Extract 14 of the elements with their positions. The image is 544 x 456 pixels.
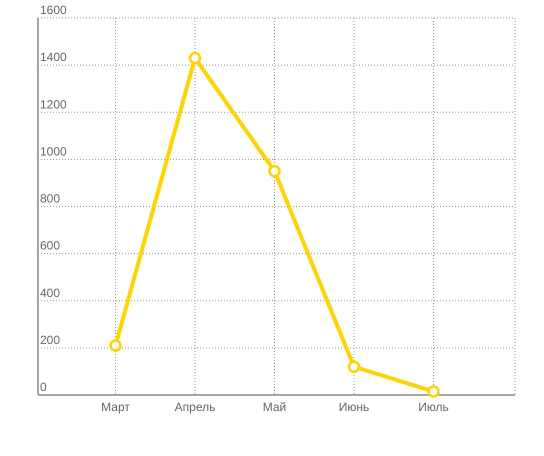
y-tick-label: 0: [40, 380, 47, 394]
x-tick-label: Июнь: [338, 400, 370, 414]
x-tick-label: Апрель: [174, 400, 216, 414]
y-tick-label: 800: [40, 192, 60, 206]
x-tick-label: Май: [262, 400, 286, 414]
y-tick-label: 200: [40, 332, 60, 347]
x-tick-label: Март: [101, 400, 130, 414]
y-tick-label: 1200: [40, 97, 68, 112]
y-tick-label: 1600: [40, 3, 68, 17]
y-tick-label: 1000: [40, 144, 68, 158]
x-tick-label: Июль: [418, 400, 449, 414]
y-tick-label: 1400: [40, 50, 68, 64]
y-tick-label: 600: [40, 238, 60, 253]
y-tick-label: 400: [40, 286, 60, 300]
